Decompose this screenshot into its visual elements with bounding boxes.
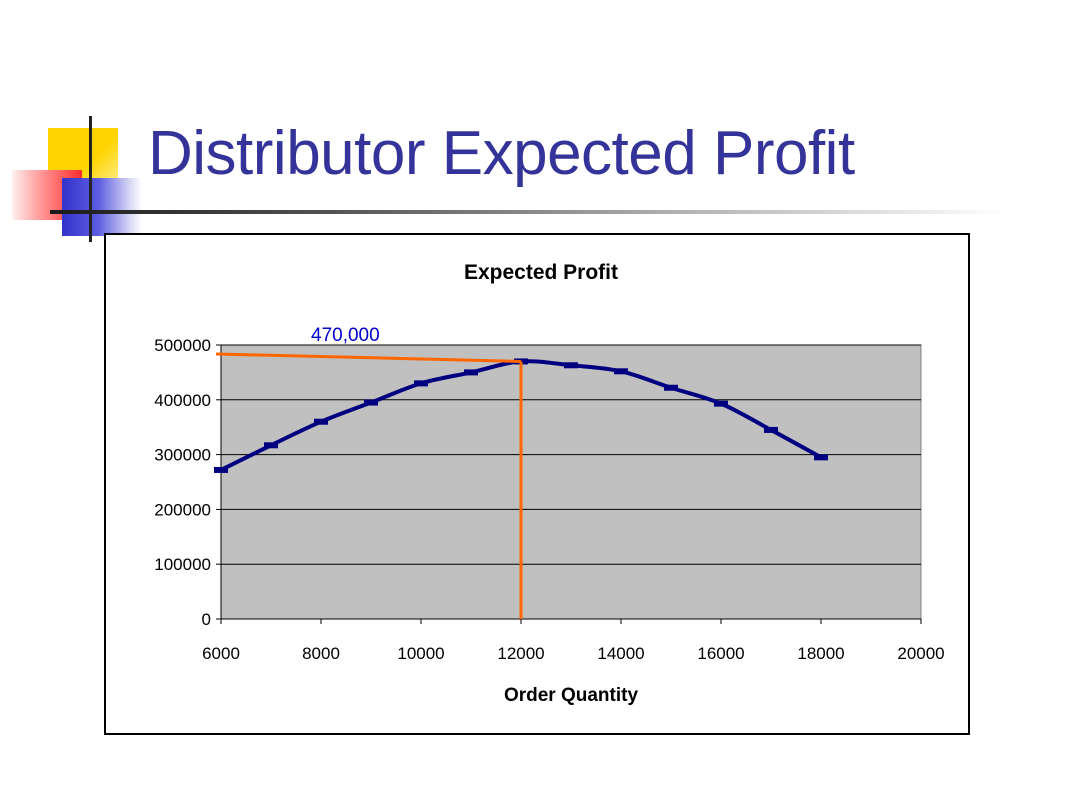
reference-value-label: 470,000: [311, 325, 380, 346]
data-point-marker: [714, 400, 728, 407]
slide-title: Distributor Expected Profit: [148, 119, 855, 188]
title-underline-rule: [50, 210, 1010, 214]
x-tick-label: 6000: [202, 644, 240, 663]
data-point-marker: [614, 368, 628, 375]
data-point-marker: [414, 380, 428, 387]
y-tick-label: 0: [202, 610, 211, 629]
y-tick-label: 500000: [154, 336, 211, 355]
data-point-marker: [464, 369, 478, 376]
plot-group: 0 100000 200000 300000 400000 500000 6000 8000 1…: [154, 325, 944, 663]
y-tick-label: 100000: [154, 555, 211, 574]
y-tick-label: 400000: [154, 391, 211, 410]
data-point-marker: [214, 466, 228, 473]
data-point-marker: [264, 442, 278, 449]
expected-profit-chart: 0 100000 200000 300000 400000 500000 6000 8000 1…: [154, 261, 944, 706]
x-tick-label: 10000: [397, 644, 444, 663]
reference-line-horizontal: [215, 352, 522, 363]
ornament-vertical-rule: [89, 116, 92, 242]
chart-frame: 0 100000 200000 300000 400000 500000 6000 8000 1…: [104, 233, 970, 735]
data-point-marker: [564, 362, 578, 369]
corner-ornament-blue: [62, 178, 142, 236]
x-tick-label: 20000: [897, 644, 944, 663]
data-point-marker: [814, 454, 828, 461]
chart-title: Expected Profit: [464, 261, 618, 284]
data-point-marker: [314, 418, 328, 425]
plot-area: [220, 344, 922, 620]
x-tick-label: 12000: [497, 644, 544, 663]
x-tick-label: 16000: [697, 644, 744, 663]
x-tick-label: 18000: [797, 644, 844, 663]
data-point-marker: [664, 384, 678, 391]
y-tick-label: 300000: [154, 446, 211, 465]
data-point-marker: [764, 426, 778, 433]
x-tick-label: 8000: [302, 644, 340, 663]
x-tick-label: 14000: [597, 644, 644, 663]
data-point-marker: [364, 399, 378, 406]
y-tick-label: 200000: [154, 500, 211, 519]
x-axis-label: Order Quantity: [504, 685, 639, 706]
